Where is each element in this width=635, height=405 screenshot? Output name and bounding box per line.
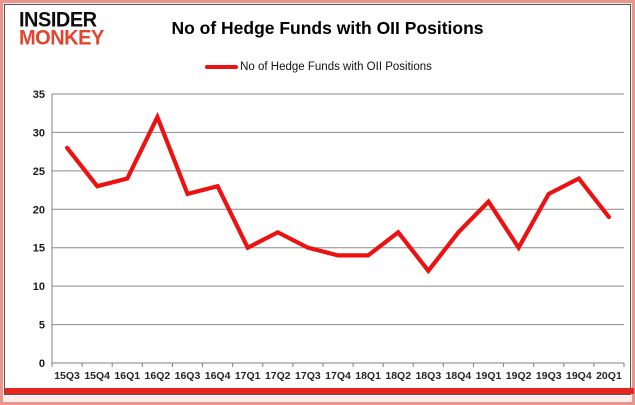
legend-line-swatch — [205, 65, 239, 69]
x-axis-tick-label: 19Q1 — [476, 370, 502, 382]
bottom-red-bar — [5, 388, 634, 394]
x-axis-tick-label: 16Q1 — [114, 370, 140, 382]
logo-line-monkey: MONKEY — [19, 26, 104, 50]
x-axis-tick-label: 17Q3 — [295, 370, 321, 382]
x-axis-tick-label: 15Q3 — [54, 370, 80, 382]
chart-card: INSIDER MONKEY No of Hedge Funds with OI… — [4, 4, 634, 395]
y-axis-tick-label: 30 — [33, 127, 45, 139]
x-axis-tick-label: 20Q1 — [596, 370, 622, 382]
x-axis-tick-label: 16Q4 — [205, 370, 231, 382]
x-axis-tick-label: 18Q4 — [446, 370, 472, 382]
x-axis-tick-label: 19Q2 — [506, 370, 532, 382]
chart-title: No of Hedge Funds with OII Positions — [171, 18, 484, 38]
insider-monkey-logo: INSIDER MONKEY — [19, 8, 104, 50]
y-axis-tick-label: 35 — [33, 89, 45, 101]
series-line — [64, 111, 612, 275]
x-axis-tick-label: 17Q4 — [325, 370, 351, 382]
y-axis-tick-label: 5 — [39, 320, 45, 332]
y-axis-tick-label: 15 — [33, 243, 45, 255]
x-axis-tick-label: 18Q2 — [385, 370, 411, 382]
x-axis-tick-label: 17Q2 — [265, 370, 291, 382]
x-axis-tick-label: 18Q3 — [415, 370, 441, 382]
x-axis-tick-label: 16Q2 — [145, 370, 171, 382]
y-axis-tick-label: 10 — [33, 281, 45, 293]
legend: No of Hedge Funds with OII Positions — [5, 61, 632, 73]
logo-line-insider: INSIDER — [19, 8, 97, 32]
x-axis-tick-label: 16Q3 — [175, 370, 201, 382]
x-axis-tick-label: 19Q3 — [536, 370, 562, 382]
y-axis-tick-label: 20 — [33, 204, 45, 216]
chart-canvas: 0 5 10 15 20 25 30 35 15Q3 15Q4 16Q1 16Q2 16Q3 16Q4 17… — [33, 89, 625, 382]
x-axis-tick-label: 18Q1 — [355, 370, 381, 382]
y-axis-tick-label: 25 — [33, 166, 45, 178]
y-axis-tick-label: 0 — [39, 358, 45, 370]
x-axis-tick-label: 15Q4 — [84, 370, 110, 382]
x-axis-tick-label: 19Q4 — [566, 370, 592, 382]
x-axis-tick-label: 17Q1 — [235, 370, 261, 382]
legend-label: No of Hedge Funds with OII Positions — [240, 61, 432, 73]
